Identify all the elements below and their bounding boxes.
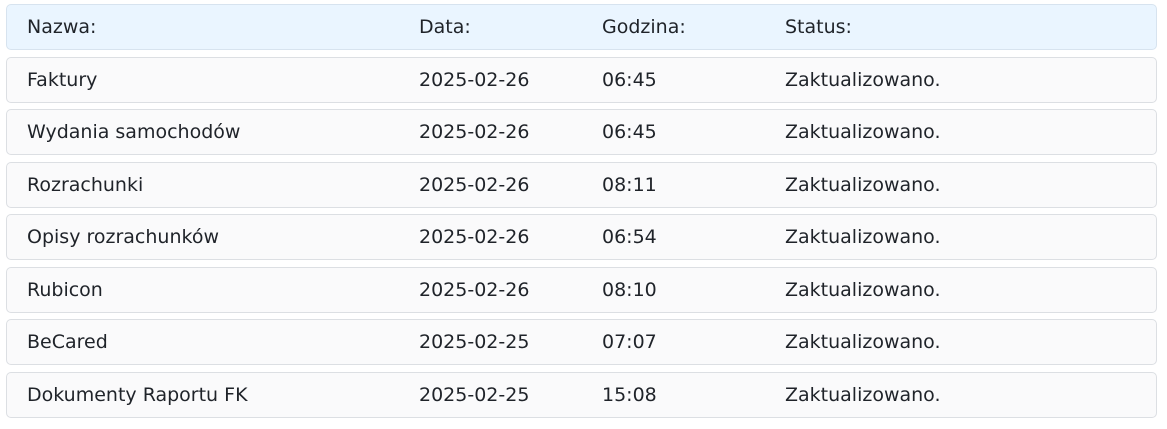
row-date: 2025-02-26: [419, 173, 530, 196]
row-name: Faktury: [27, 68, 98, 91]
row-status: Zaktualizowano.: [785, 278, 941, 301]
row-name: BeCared: [27, 331, 108, 353]
row-date: 2025-02-26: [419, 278, 530, 301]
row-status: Zaktualizowano.: [785, 173, 941, 196]
row-date: 2025-02-25: [419, 331, 530, 353]
row-name: Opisy rozrachunków: [27, 226, 219, 248]
row-date: 2025-02-26: [419, 68, 530, 91]
row-status: Zaktualizowano.: [785, 331, 941, 353]
row-date: 2025-02-26: [419, 121, 530, 143]
row-name: Rozrachunki: [27, 173, 144, 196]
column-header-status: Status:: [785, 16, 852, 38]
table-row: Faktury 2025-02-26 06:45 Zaktualizowano.: [6, 56, 1157, 103]
table-row: Wydania samochodów 2025-02-26 06:45 Zakt…: [6, 109, 1157, 155]
row-time: 06:45: [602, 68, 657, 91]
row-time: 06:54: [602, 226, 657, 248]
row-time: 08:10: [602, 278, 657, 301]
column-header-name: Nazwa:: [27, 16, 97, 38]
table-row: Rozrachunki 2025-02-26 08:11 Zaktualizow…: [6, 161, 1157, 208]
table-row: BeCared 2025-02-25 07:07 Zaktualizowano.: [6, 319, 1157, 365]
table-row: Opisy rozrachunków 2025-02-26 06:54 Zakt…: [6, 214, 1157, 260]
row-date: 2025-02-25: [419, 383, 530, 406]
table-header-row: Nazwa: Data: Godzina: Status:: [6, 4, 1157, 50]
column-header-time: Godzina:: [602, 16, 686, 38]
row-name: Dokumenty Raportu FK: [27, 383, 248, 406]
row-status: Zaktualizowano.: [785, 121, 941, 143]
row-status: Zaktualizowano.: [785, 383, 941, 406]
row-time: 15:08: [602, 383, 657, 406]
sync-status-table: Nazwa: Data: Godzina: Status: Faktury 20…: [6, 4, 1157, 424]
row-time: 08:11: [602, 173, 657, 196]
table-row: Rubicon 2025-02-26 08:10 Zaktualizowano.: [6, 266, 1157, 313]
row-status: Zaktualizowano.: [785, 68, 941, 91]
row-name: Wydania samochodów: [27, 121, 241, 143]
table-row: Dokumenty Raportu FK 2025-02-25 15:08 Za…: [6, 371, 1157, 418]
row-time: 06:45: [602, 121, 657, 143]
column-header-date: Data:: [419, 16, 471, 38]
row-name: Rubicon: [27, 278, 103, 301]
row-status: Zaktualizowano.: [785, 226, 941, 248]
row-date: 2025-02-26: [419, 226, 530, 248]
row-time: 07:07: [602, 331, 657, 353]
